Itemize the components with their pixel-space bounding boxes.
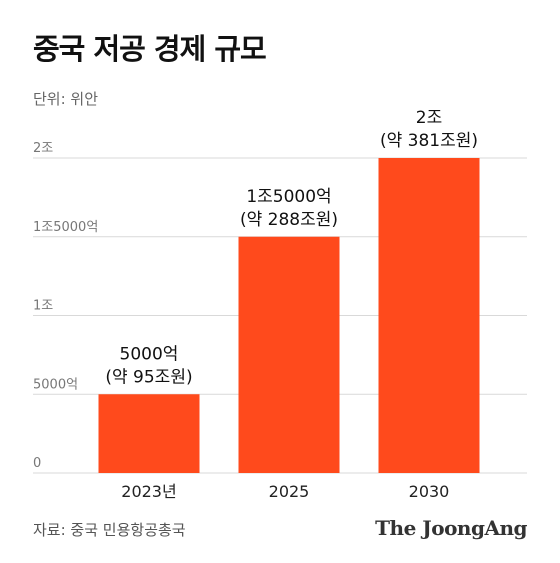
- bars: [98, 158, 480, 473]
- unit-note: 단위: 위안: [33, 90, 99, 108]
- y-tick-label: 1조: [33, 299, 53, 314]
- brand-logo: The JoongAng: [375, 516, 527, 540]
- data-label: (약 288조원): [240, 210, 338, 230]
- data-labels: 5000억 (약 95조원) 1조5000억 (약 288조원) 2조 (약 381조원): [105, 108, 478, 387]
- y-tick-label: 2조: [33, 141, 53, 156]
- source-note: 자료: 중국 민용항공총국: [33, 521, 186, 539]
- x-tick-label: 2025: [269, 482, 310, 501]
- y-tick-label: 1조5000억: [33, 220, 98, 235]
- bar: [238, 236, 340, 473]
- data-label: 2조: [416, 108, 442, 128]
- y-tick-labels: 0 5000억 1조 1조5000억 2조: [33, 141, 98, 471]
- x-tick-label: 2030: [409, 482, 450, 501]
- page-title: 중국 저공 경제 규모: [33, 32, 267, 66]
- y-tick-label: 5000억: [33, 377, 78, 392]
- bar: [378, 158, 480, 473]
- x-tick-labels: 2023년 2025 2030: [121, 482, 449, 501]
- data-label: (약 381조원): [380, 131, 478, 151]
- bar: [98, 394, 200, 473]
- data-label: 1조5000억: [246, 187, 331, 207]
- y-tick-label: 0: [33, 456, 41, 471]
- x-tick-label: 2023년: [121, 482, 176, 501]
- data-label: 5000억: [120, 344, 179, 364]
- data-label: (약 95조원): [105, 367, 192, 387]
